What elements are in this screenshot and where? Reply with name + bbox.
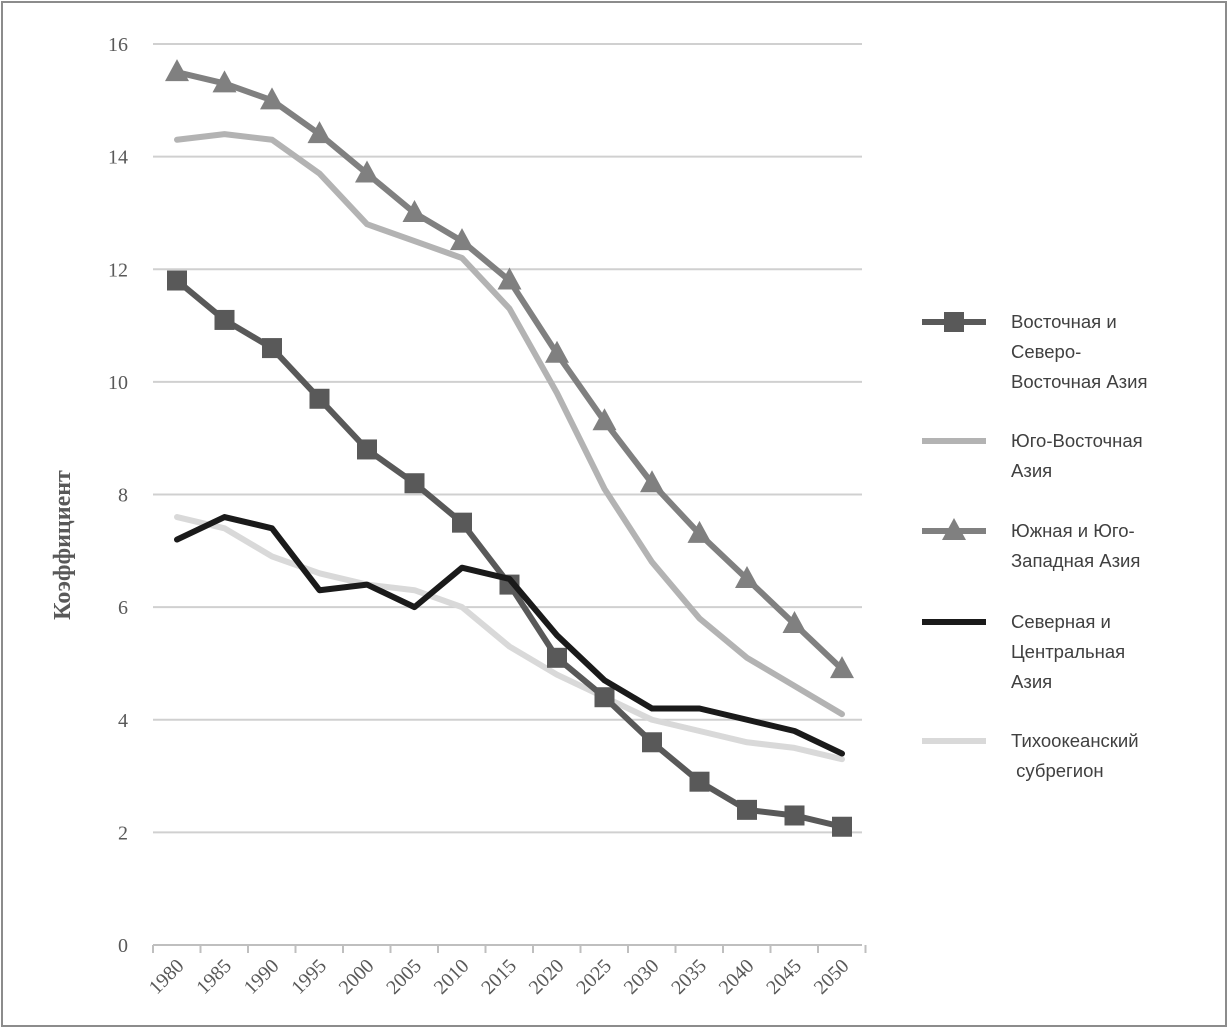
- legend-label: Южная и Юго-: [1011, 520, 1135, 541]
- x-tick-label: 2035: [667, 955, 711, 999]
- legend-label: субрегион: [1011, 760, 1104, 781]
- marker-triangle: [687, 520, 712, 543]
- marker-square: [357, 439, 377, 460]
- legend-label: Азия: [1011, 671, 1052, 692]
- series-line: [174, 277, 845, 830]
- y-tick-label: 4: [118, 710, 128, 732]
- x-tick-label: 1980: [145, 955, 189, 999]
- marker-square: [642, 732, 662, 753]
- legend: Восточная и Северо- Восточная Азия Юго-Вост…: [922, 311, 1148, 781]
- x-tick-label: 2040: [715, 955, 759, 999]
- y-tick-labels: 0 2 4 6 8 10 12 14 16: [108, 34, 128, 957]
- legend-label: Восточная Азия: [1011, 371, 1148, 392]
- series-lines: [165, 59, 854, 837]
- marker-triangle: [592, 408, 617, 431]
- legend-item: Южная и Юго- Западная Азия: [922, 518, 1140, 571]
- marker-square: [594, 687, 615, 708]
- marker-square: [452, 512, 472, 533]
- marker-triangle: [165, 59, 189, 82]
- x-tick-label: 2000: [335, 955, 379, 999]
- legend-label: Северная и: [1011, 611, 1111, 632]
- x-tick-label: 2010: [430, 955, 474, 999]
- marker-triangle: [355, 160, 379, 183]
- x-tick-label: 2005: [382, 955, 426, 999]
- y-tick-label: 10: [108, 372, 128, 394]
- legend-item: Юго-Восточная Азия: [922, 430, 1143, 481]
- marker-square: [214, 309, 235, 330]
- marker-triangle: [735, 565, 759, 588]
- legend-label: Тихоокеанский: [1011, 730, 1139, 751]
- series-line: [174, 514, 845, 763]
- x-axis: [152, 944, 867, 953]
- marker-square: [262, 338, 282, 359]
- y-tick-label: 14: [108, 147, 128, 169]
- series-2: [174, 131, 845, 718]
- marker-square: [167, 270, 187, 291]
- legend-item: Тихоокеанский субрегион: [922, 730, 1139, 781]
- x-tick-label: 2015: [477, 955, 521, 999]
- legend-item: Северная и Центральная Азия: [922, 611, 1125, 692]
- legend-label: Азия: [1011, 460, 1052, 481]
- series-4: [174, 514, 845, 757]
- x-tick-label: 2050: [810, 955, 854, 999]
- marker-triangle: [450, 228, 474, 251]
- series-line: [174, 131, 845, 718]
- x-tick-labels: 1980 1985 1990 1995 2000 2005 2010 2015 2020 2025…: [145, 955, 854, 999]
- x-tick-label: 2020: [525, 955, 569, 999]
- x-tick-label: 2025: [572, 955, 616, 999]
- marker-triangle: [402, 199, 427, 222]
- marker-triangle: [260, 87, 284, 110]
- marker-triangle: [212, 70, 237, 93]
- legend-label: Центральная: [1011, 641, 1125, 662]
- y-tick-label: 12: [108, 259, 128, 281]
- x-tick-label: 2045: [762, 955, 806, 999]
- marker-triangle: [782, 611, 807, 634]
- marker-square: [547, 647, 567, 668]
- marker-square: [404, 473, 425, 494]
- gridlines: [153, 43, 862, 834]
- legend-label: Северо-: [1011, 341, 1081, 362]
- marker-square: [784, 805, 805, 826]
- marker-triangle: [640, 470, 664, 493]
- series-line: [174, 514, 845, 757]
- legend-label: Юго-Восточная: [1011, 430, 1143, 451]
- marker-triangle: [307, 121, 332, 144]
- legend-item: Восточная и Северо- Восточная Азия: [922, 311, 1148, 392]
- legend-label: Восточная и: [1011, 311, 1117, 332]
- legend-label: Западная Азия: [1011, 550, 1140, 571]
- series-3: [165, 59, 854, 679]
- x-tick-label: 1995: [287, 955, 331, 999]
- y-axis-label: Коэффициент: [50, 470, 76, 620]
- x-tick-label: 1990: [240, 955, 284, 999]
- marker-triangle: [942, 518, 966, 540]
- marker-square: [689, 771, 710, 792]
- marker-square: [737, 799, 757, 820]
- x-tick-label: 1985: [192, 955, 236, 999]
- y-tick-label: 16: [108, 34, 128, 56]
- y-tick-label: 2: [118, 822, 128, 844]
- marker-square: [832, 816, 852, 837]
- marker-triangle: [830, 656, 854, 679]
- x-tick-label: 2030: [620, 955, 664, 999]
- y-tick-label: 0: [118, 935, 128, 957]
- series-5: [174, 514, 845, 763]
- y-tick-label: 8: [118, 485, 128, 507]
- marker-triangle: [497, 267, 522, 290]
- y-tick-label: 6: [118, 597, 128, 619]
- marker-square: [944, 312, 964, 332]
- marker-square: [309, 388, 330, 409]
- marker-triangle: [545, 340, 569, 363]
- series-1: [167, 270, 852, 837]
